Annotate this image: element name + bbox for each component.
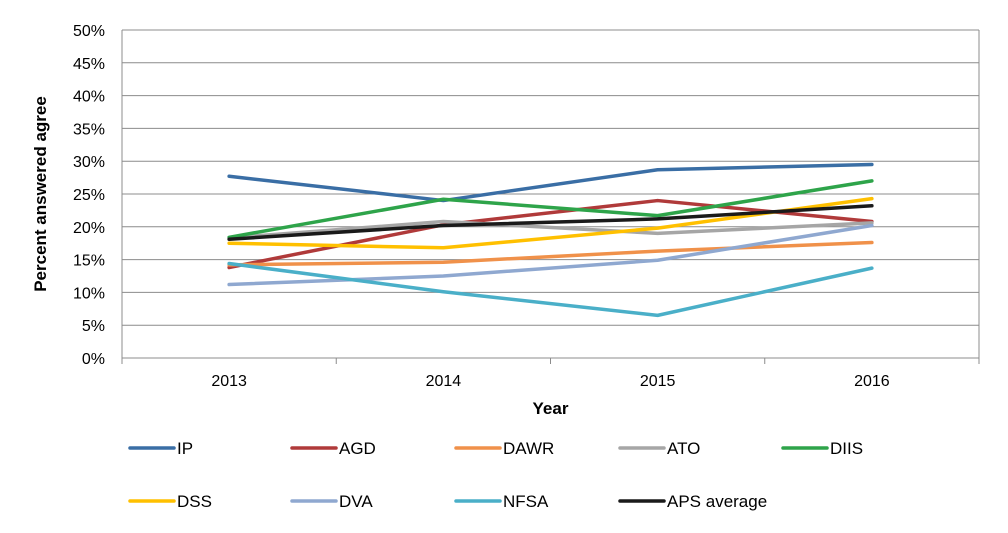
legend-label-nfsa: NFSA bbox=[503, 492, 549, 511]
y-tick-label: 15% bbox=[73, 253, 105, 270]
y-tick-label: 50% bbox=[73, 23, 105, 40]
y-tick-label: 40% bbox=[73, 89, 105, 106]
x-tick-label: 2015 bbox=[640, 373, 676, 390]
y-tick-label: 30% bbox=[73, 154, 105, 171]
series-line-nfsa bbox=[227, 261, 874, 318]
x-tick-labels: 2013 2014 2015 2016 bbox=[211, 373, 889, 390]
legend-label-aps-average: APS average bbox=[667, 492, 767, 511]
x-tick-label: 2016 bbox=[854, 373, 890, 390]
legend-label-diis: DIIS bbox=[830, 439, 863, 458]
y-tick-label: 45% bbox=[73, 56, 105, 73]
series-line-dawr bbox=[227, 240, 874, 267]
legend: IP AGD DAWR ATO DIIS DSS DVA NFSA APS average bbox=[128, 439, 863, 511]
legend-label-ip: IP bbox=[177, 439, 193, 458]
x-tick-label: 2013 bbox=[211, 373, 247, 390]
y-tick-label: 10% bbox=[73, 285, 105, 302]
y-tick-label: 25% bbox=[73, 187, 105, 204]
series-line-ato bbox=[227, 219, 874, 240]
series-line-aps-average bbox=[227, 204, 874, 242]
series-line-ip bbox=[227, 162, 874, 203]
y-tick-labels: 0% 5% 10% 15% 20% 25% 30% 35% 40% 45% 50% bbox=[73, 23, 105, 368]
y-tick-label: 5% bbox=[82, 318, 105, 335]
x-tick-label: 2014 bbox=[426, 373, 462, 390]
series-line-dva bbox=[227, 223, 874, 287]
axes bbox=[121, 30, 980, 364]
y-tick-label: 35% bbox=[73, 121, 105, 138]
series-line-diis bbox=[227, 179, 874, 240]
y-tick-label: 0% bbox=[82, 351, 105, 368]
y-axis-title: Percent answered agree bbox=[31, 96, 50, 292]
x-axis-title: Year bbox=[533, 399, 569, 418]
legend-label-dva: DVA bbox=[339, 492, 373, 511]
legend-label-dss: DSS bbox=[177, 492, 212, 511]
y-tick-label: 20% bbox=[73, 220, 105, 237]
legend-label-dawr: DAWR bbox=[503, 439, 554, 458]
series-lines bbox=[227, 162, 874, 318]
legend-label-ato: ATO bbox=[667, 439, 700, 458]
legend-label-agd: AGD bbox=[339, 439, 376, 458]
